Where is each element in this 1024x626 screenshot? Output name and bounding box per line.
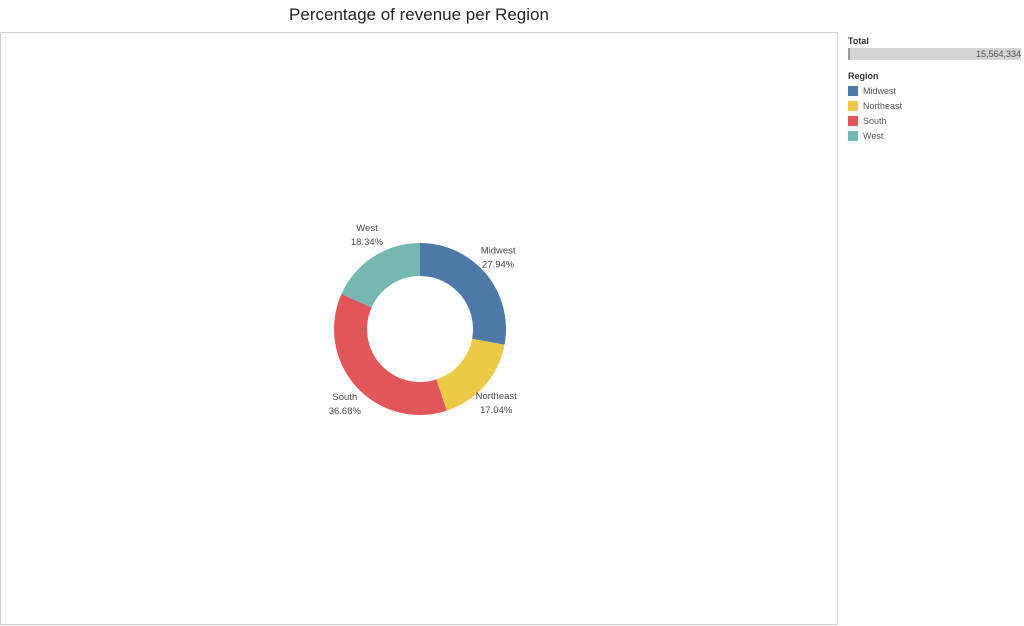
plot-area: Midwest 27.94% Northeast 17.04% South 36.68% W… <box>0 32 838 625</box>
legend-heading: Region <box>848 71 879 81</box>
slice-label-west: West <box>356 223 378 234</box>
slice-value-midwest: 27.94% <box>482 259 515 270</box>
slice-value-south: 36.68% <box>329 406 362 417</box>
donut-slice-midwest[interactable] <box>420 243 506 345</box>
legend-item-south[interactable]: South <box>848 113 1024 128</box>
total-heading: Total <box>848 36 869 46</box>
donut-slice-south[interactable] <box>334 294 447 415</box>
slice-label-midwest: Midwest <box>481 245 516 256</box>
legend-swatch-midwest <box>848 85 858 96</box>
legend-swatch-northeast <box>848 100 858 111</box>
donut-chart: Midwest 27.94% Northeast 17.04% South 36.68% W… <box>329 223 518 417</box>
total-bar: 15,564,334 <box>848 48 1021 60</box>
legend-label: Northeast <box>863 100 903 111</box>
legend-item-west[interactable]: West <box>848 128 1024 143</box>
slice-value-northeast: 17.04% <box>480 405 513 416</box>
donut-slice-northeast[interactable] <box>436 338 505 411</box>
legend-item-northeast[interactable]: Northeast <box>848 98 1024 113</box>
total-value: 15,564,334 <box>975 49 1021 59</box>
donut-slice-west[interactable] <box>341 243 420 308</box>
slice-label-south: South <box>332 392 357 403</box>
slice-value-west: 18.34% <box>351 237 384 248</box>
legend-label: Midwest <box>863 85 897 96</box>
side-panel: Total 15,564,334 Region Midwest Northeas… <box>848 36 1024 143</box>
slice-label-northeast: Northeast <box>476 391 518 402</box>
legend-swatch-west <box>848 130 858 141</box>
legend-label: West <box>863 130 884 141</box>
legend: Midwest Northeast South West <box>848 83 1024 143</box>
chart-title: Percentage of revenue per Region <box>289 5 549 24</box>
legend-label: South <box>863 115 887 126</box>
legend-swatch-south <box>848 115 858 126</box>
legend-item-midwest[interactable]: Midwest <box>848 83 1024 98</box>
